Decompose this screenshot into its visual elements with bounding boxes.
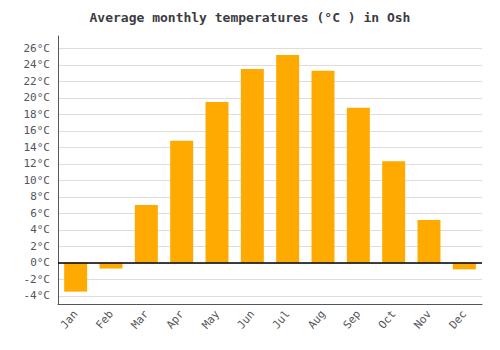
svg-text:20°C: 20°C xyxy=(24,91,51,104)
svg-text:12°C: 12°C xyxy=(24,157,51,170)
svg-text:18°C: 18°C xyxy=(24,108,51,121)
svg-text:Jan: Jan xyxy=(58,308,81,332)
svg-text:Dec: Dec xyxy=(447,308,470,332)
svg-text:May: May xyxy=(199,308,222,332)
svg-text:10°C: 10°C xyxy=(24,174,51,187)
svg-text:4°C: 4°C xyxy=(30,223,50,236)
svg-text:Feb: Feb xyxy=(93,308,116,332)
svg-text:Aug: Aug xyxy=(305,308,328,332)
svg-text:Jul: Jul xyxy=(270,308,293,332)
svg-text:-2°C: -2°C xyxy=(24,273,51,286)
svg-text:8°C: 8°C xyxy=(30,190,50,203)
svg-text:26°C: 26°C xyxy=(24,42,51,55)
svg-text:Jun: Jun xyxy=(235,308,258,332)
svg-text:Average monthly temperatures (: Average monthly temperatures (°C ) in Os… xyxy=(90,10,411,25)
svg-text:16°C: 16°C xyxy=(24,124,51,137)
svg-text:Sep: Sep xyxy=(341,308,364,332)
svg-text:0°C: 0°C xyxy=(30,256,50,269)
svg-text:22°C: 22°C xyxy=(24,75,51,88)
svg-text:Apr: Apr xyxy=(164,308,187,332)
svg-text:Nov: Nov xyxy=(411,308,434,332)
svg-text:24°C: 24°C xyxy=(24,58,51,71)
svg-text:2°C: 2°C xyxy=(30,240,50,253)
svg-text:-4°C: -4°C xyxy=(24,289,51,302)
svg-text:6°C: 6°C xyxy=(30,207,50,220)
svg-text:Mar: Mar xyxy=(129,308,152,332)
svg-text:14°C: 14°C xyxy=(24,141,51,154)
svg-text:Oct: Oct xyxy=(376,308,399,332)
